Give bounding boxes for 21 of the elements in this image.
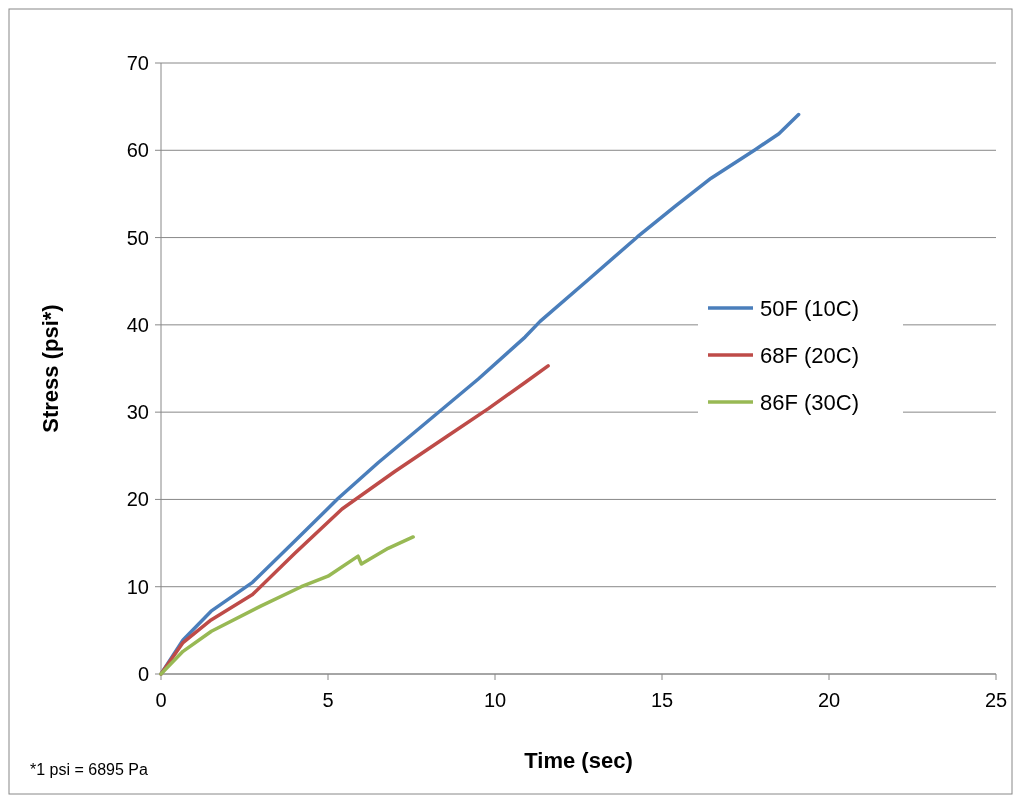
y-axis-title: Stress (psi*) [38,304,63,433]
y-tick-label: 30 [126,401,149,424]
x-tick-label: 10 [483,689,507,711]
x-tick-label: 0 [155,689,167,711]
legend-label: 50F (10C) [760,295,860,321]
y-tick-label: 70 [126,52,149,74]
y-tick-label: 0 [137,663,149,685]
x-tick-label: 25 [984,689,1008,711]
y-tick-label: 50 [126,226,149,249]
x-tick-label: 15 [650,689,674,711]
line-series [159,535,415,676]
y-tick-label: 10 [126,575,149,598]
y-tick-label: 20 [126,488,149,511]
y-tick-label: 60 [126,139,149,162]
x-tick-label: 5 [322,689,334,711]
x-tick-label: 20 [817,689,841,711]
legend-label: 68F (20C) [760,342,860,368]
text: *1 psi = 6895 Pa [30,761,148,778]
x-axis-title: Time (sec) [524,748,633,773]
legend-label: 86F (30C) [760,389,860,415]
y-tick-label: 40 [126,313,149,336]
